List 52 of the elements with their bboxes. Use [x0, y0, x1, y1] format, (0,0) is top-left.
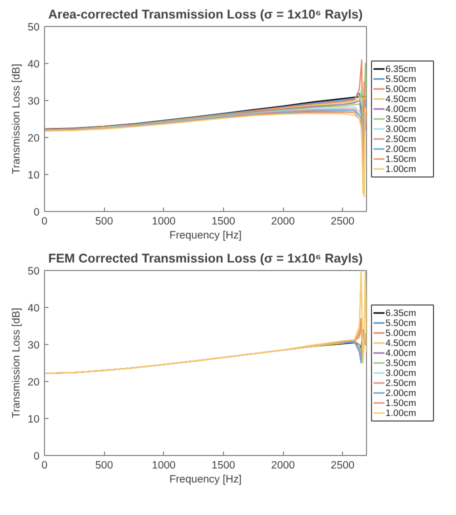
x-tick-label: 2000: [271, 216, 295, 228]
chart-title: Area-corrected Transmission Loss (σ = 1x10⁶ Rayls): [48, 8, 363, 22]
legend-label: 6.35cm: [386, 308, 416, 318]
y-tick-label: 0: [34, 206, 40, 218]
legend-label: 5.00cm: [386, 328, 416, 338]
x-tick-label: 0: [42, 216, 48, 228]
x-tick-label: 500: [95, 460, 114, 472]
legend-label: 6.35cm: [386, 64, 416, 74]
legend-label: 1.50cm: [386, 154, 416, 164]
legend-label: 2.00cm: [386, 388, 416, 398]
legend-label: 4.50cm: [386, 338, 416, 348]
legend-label: 3.50cm: [386, 358, 416, 368]
legend-label: 2.50cm: [386, 134, 416, 144]
y-tick-label: 20: [28, 132, 40, 144]
x-tick-label: 1500: [212, 216, 236, 228]
legend-label: 5.50cm: [386, 74, 416, 84]
chart-title: FEM Corrected Transmission Loss (σ = 1x10⁶ Rayls): [48, 252, 363, 266]
y-tick-label: 0: [34, 450, 40, 462]
x-tick-label: 1000: [152, 460, 176, 472]
x-tick-label: 1000: [152, 216, 176, 228]
y-tick-label: 10: [28, 170, 40, 182]
y-tick-label: 30: [28, 96, 40, 108]
legend-label: 3.00cm: [386, 368, 416, 378]
x-tick-label: 500: [95, 216, 114, 228]
legend-label: 4.50cm: [386, 94, 416, 104]
y-tick-label: 40: [28, 58, 40, 70]
y-axis-title: Transmission Loss [dB]: [10, 308, 23, 418]
y-tick-label: 20: [28, 376, 40, 388]
x-tick-label: 2500: [330, 216, 355, 228]
legend-label: 4.00cm: [386, 104, 416, 114]
y-tick-label: 10: [28, 414, 40, 426]
x-axis-title: Frequency [Hz]: [169, 474, 242, 486]
legend-label: 5.00cm: [386, 84, 416, 94]
y-tick-label: 50: [28, 22, 40, 34]
x-tick-label: 2000: [271, 460, 295, 472]
x-tick-label: 1500: [212, 460, 236, 472]
legend-label: 3.50cm: [386, 114, 416, 124]
legend-label: 1.50cm: [386, 398, 416, 408]
legend-label: 2.00cm: [386, 144, 416, 154]
x-axis-title: Frequency [Hz]: [169, 230, 242, 242]
x-tick-label: 0: [42, 460, 48, 472]
y-axis-title: Transmission Loss [dB]: [10, 64, 23, 174]
y-tick-label: 40: [28, 302, 40, 314]
legend-label: 1.00cm: [386, 408, 416, 418]
legend-label: 3.00cm: [386, 124, 416, 134]
x-tick-label: 2500: [330, 460, 355, 472]
legend-label: 5.50cm: [386, 318, 416, 328]
y-tick-label: 50: [28, 266, 40, 278]
legend-label: 1.00cm: [386, 164, 416, 174]
y-tick-label: 30: [28, 340, 40, 352]
legend-label: 2.50cm: [386, 378, 416, 388]
legend-label: 4.00cm: [386, 348, 416, 358]
